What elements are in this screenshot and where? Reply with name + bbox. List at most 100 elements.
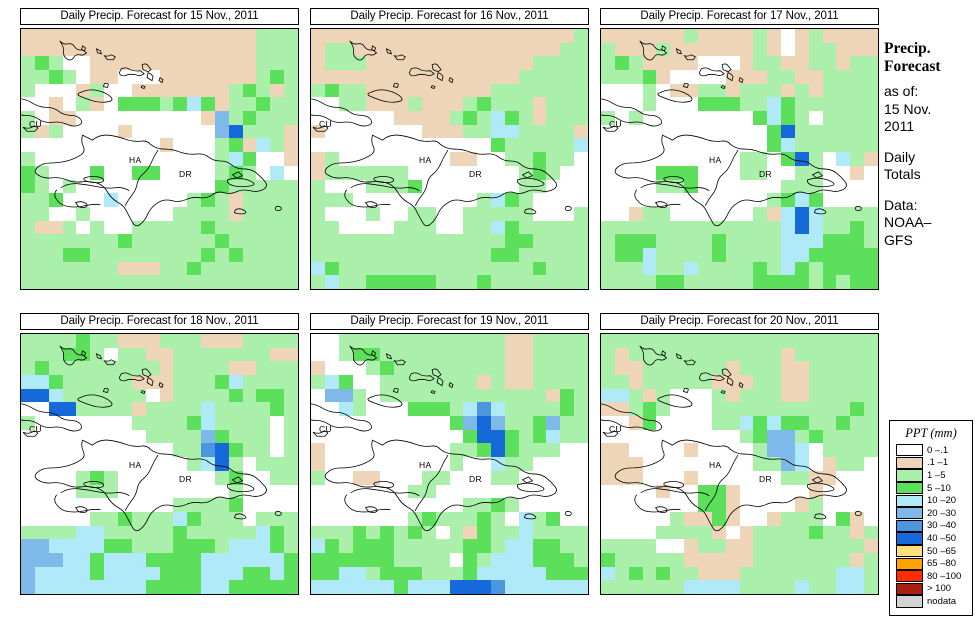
precip-cell [435,539,450,553]
precip-cell [711,334,726,348]
precip-cell [836,29,851,43]
precip-cell [794,247,809,262]
precip-cell [242,539,257,553]
precip-cell [311,539,325,553]
precip-cell [117,334,132,348]
precip-cell [642,206,657,221]
precip-cell [781,334,795,348]
precip-cell [808,566,823,581]
precip-cell [614,361,629,376]
precip-cell [560,470,575,485]
precip-cell [808,206,823,221]
precip-cell [48,539,63,553]
precip-cell [48,443,63,458]
precip-cell [228,566,243,581]
precip-cell [477,193,492,207]
precip-cell [684,416,698,430]
precip-cell [214,220,229,235]
precip-cell [518,29,533,43]
precip-cell [656,498,671,512]
precip-cell [642,83,657,98]
precip-cell [808,484,823,499]
precip-cell [76,580,91,594]
precip-cell [131,429,146,444]
precip-cell [62,511,77,526]
precip-cell [324,165,339,180]
precip-cell [270,457,285,471]
precip-cell [711,429,726,444]
precip-cell [338,375,353,389]
precip-cell [62,56,77,71]
precip-cell [90,484,105,499]
precip-cell [504,83,519,98]
precip-cell [338,525,353,540]
precip-cell [435,70,450,84]
precip-cell [311,234,325,248]
precip-cell [242,247,257,262]
precip-cell [187,124,202,139]
precip-cell [504,539,519,553]
precip-cell [242,275,257,289]
precip-grid-3 [601,29,878,289]
precip-cell [642,220,657,235]
precip-cell [76,124,91,139]
precip-cell [407,261,422,276]
precip-cell [270,56,285,71]
precip-cell [407,498,422,512]
precip-cell [725,42,740,57]
precip-cell [270,97,285,112]
precip-cell [781,470,795,485]
precip-cell [338,484,353,499]
precip-cell [491,470,505,485]
precip-cell [76,470,91,485]
precip-cell [34,539,49,553]
precip-cell [145,234,160,248]
precip-cell [187,29,202,43]
precip-cell [794,334,809,348]
precip-cell [159,416,174,430]
precip-cell [794,511,809,526]
precip-cell [850,56,865,71]
precip-cell [642,552,657,567]
precip-cell [560,498,575,512]
precip-cell [201,566,215,581]
precip-cell [90,234,105,248]
precip-cell [822,97,837,112]
precip-cell [228,275,243,289]
precip-cell [477,525,492,540]
precip-cell [117,206,132,221]
precip-cell [159,580,174,594]
country-label-cu-1: CU [29,119,43,129]
precip-cell [352,70,367,84]
precip-cell [491,511,505,526]
precip-cell [574,83,588,98]
precip-cell [324,261,339,276]
precip-cell [670,498,685,512]
precip-cell [864,525,878,540]
precip-cell [159,429,174,444]
precip-cell [34,552,49,567]
precip-cell [284,179,298,194]
precip-cell [228,206,243,221]
precip-cell [767,234,782,248]
precip-cell [614,275,629,289]
precip-cell [407,247,422,262]
precip-cell [628,261,643,276]
precip-cell [228,525,243,540]
precip-cell [173,429,188,444]
precip-cell [352,443,367,458]
precip-cell [808,275,823,289]
precip-cell [104,552,118,567]
precip-cell [48,124,63,139]
precip-cell [117,402,132,417]
precip-cell [187,443,202,458]
precip-cell [628,388,643,403]
precip-cell [601,580,615,594]
precip-cell [394,552,408,567]
precip-cell [670,429,685,444]
precip-cell [697,498,712,512]
precip-cell [656,347,671,362]
precip-cell [62,152,77,166]
precip-cell [421,56,436,71]
precip-cell [90,42,105,57]
